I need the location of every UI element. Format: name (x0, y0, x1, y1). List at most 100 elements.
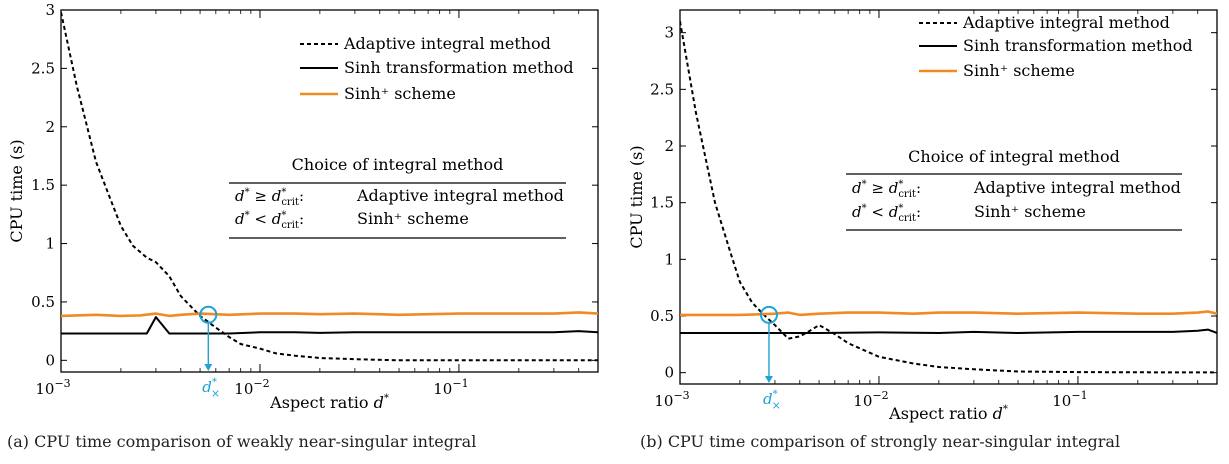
panel-b-series-1-line (680, 328, 1217, 334)
panel-b-crossover-label-sub: × (772, 399, 781, 412)
panel-b-legend-label-0: Adaptive integral method (962, 13, 1170, 32)
panel-b-table-cond-var: d (852, 203, 862, 221)
panel-a-legend-label-2: Sinh⁺ scheme (344, 84, 456, 103)
panel-b-y-tick-label: 1.5 (650, 194, 674, 212)
panel-a-x-tick-base: 10 (35, 380, 54, 398)
panel-a-x-tick-base: 10 (433, 380, 452, 398)
panel-a-table-row-1-condition: d* < d* crit: (235, 210, 304, 231)
panel-a-table-cond-sup: * (245, 210, 250, 221)
panel-a-table-cond-rhs: d (272, 210, 282, 228)
panel-b-plot-frame (679, 9, 1218, 385)
panel-a-table-row-0-condition: d* ≥ d* crit: (235, 187, 304, 208)
panel-a-table-cond-rhs-sub: crit (281, 197, 299, 208)
panel-b-y-axis-label: CPU time (s) (627, 145, 646, 248)
panel-a-table-row-1-method: Sinh⁺ scheme (357, 209, 469, 228)
panel-b-x-axis-label-main: Aspect ratio (888, 404, 992, 423)
panel-a-legend-label-1: Sinh transformation method (344, 58, 574, 77)
panel-b-x-tick-exponent: −2 (872, 389, 888, 402)
panel-b-table-cond-op: ≥ (867, 179, 889, 197)
panel-a-x-axis-label-sup: * (384, 393, 389, 404)
panel-a-series-0-line (61, 12, 598, 362)
panel-a-crossover-label: d* × (202, 377, 220, 400)
panel-b-x-tick-base: 10 (1052, 392, 1071, 410)
panel-a-plot-frame (60, 9, 599, 373)
panel-a-crossover-label-var: d (202, 378, 212, 396)
panel-a-x-axis-label-var: d (374, 393, 384, 412)
panel-b-x-axis-label: Aspect ratio d* (888, 404, 1008, 423)
panel-b-table-cond-rhs: d (889, 179, 899, 197)
panel-a-series-1-line (61, 316, 598, 335)
panel-b-table-row-1-condition: d* < d* crit: (852, 203, 921, 224)
panel-b-table-title: Choice of integral method (908, 147, 1120, 166)
panel-b-table-cond-rhs-sub: crit (898, 213, 916, 224)
panel-a-table-cond-sup: * (245, 187, 250, 198)
panel-b-x-axis-label-sup: * (1003, 404, 1008, 415)
panel-b-table-cond-var: d (852, 179, 862, 197)
panel-a-y-tick-label: 2 (45, 118, 55, 136)
caption-a: (a) CPU time comparison of weakly near-s… (7, 432, 477, 451)
panel-b-legend-label-2: Sinh⁺ scheme (963, 61, 1075, 80)
caption-b: (b) CPU time comparison of strongly near… (640, 432, 1121, 451)
panel-b-x-tick-base: 10 (853, 392, 872, 410)
panel-a-table-cond-op: < (250, 210, 272, 228)
panel-b-table-cond-sup: * (862, 203, 867, 214)
panel-a-table-title: Choice of integral method (292, 155, 504, 174)
panel-a-x-tick-label: 10−2 (234, 377, 269, 398)
panel-b-table-cond-op: < (867, 203, 889, 221)
panel-a-table-cond-var: d (235, 187, 245, 205)
panel-b-table-cond-rhs: d (889, 203, 899, 221)
panel-b-crossover-arrowhead (764, 376, 773, 383)
panel-b-table-cond-colon: : (916, 203, 921, 221)
panel-a-y-tick-label: 0.5 (31, 293, 55, 311)
panel-a-y-tick-label: 2.5 (31, 59, 55, 77)
panel-a-y-tick-label: 1.5 (31, 176, 55, 194)
panel-b-table-row-0-condition: d* ≥ d* crit: (852, 179, 921, 200)
panel-a-legend-label-0: Adaptive integral method (343, 34, 551, 53)
panel-b-crossover-label-var: d (763, 390, 773, 408)
panel-b-y-tick-label: 2.5 (650, 80, 674, 98)
panel-b-table-cond-rhs-sub: crit (898, 189, 916, 200)
panel-b-series-0-line (680, 21, 1217, 374)
panel-a-x-axis-label: Aspect ratio d* (269, 393, 389, 412)
panel-b-table-cond-colon: : (916, 179, 921, 197)
panel-b-y-tick-label: 2 (664, 137, 674, 155)
panel-a-series-2-line (61, 311, 598, 318)
panel-b-x-tick-label: 10−1 (1052, 389, 1087, 410)
panel-a-y-tick-label: 0 (45, 351, 55, 369)
panel-b-x-axis-label-var: d (993, 404, 1003, 423)
panel-b-table-row-0-method: Adaptive integral method (973, 178, 1181, 197)
panel-b-table-cond-rhs-sup: * (898, 179, 903, 190)
panel-a-x-tick-exponent: −1 (452, 377, 468, 390)
panel-b-y-tick-label: 0.5 (650, 307, 674, 325)
panel-a-crossover-label-sup: * (212, 377, 217, 388)
panel-b-y-tick-label: 1 (664, 250, 674, 268)
panel-b-table-cond-rhs-sup: * (898, 203, 903, 214)
panel-a-table-cond-colon: : (299, 210, 304, 228)
panel-b-x-tick-base: 10 (654, 392, 673, 410)
panel-b-y-tick-label: 0 (664, 364, 674, 382)
panel-a-table-cond-colon: : (299, 187, 304, 205)
panel-a-table-row-0-method: Adaptive integral method (356, 186, 564, 205)
panel-a-table-cond-op: ≥ (250, 187, 272, 205)
panel-a-crossover-arrowhead (204, 364, 213, 371)
panel-a-y-tick-label: 3 (45, 1, 55, 19)
panel-a-y-tick-label: 1 (45, 235, 55, 253)
panel-a-x-tick-base: 10 (234, 380, 253, 398)
panel-a-x-axis-label-main: Aspect ratio (269, 393, 373, 412)
panel-b-x-tick-label: 10−2 (853, 389, 888, 410)
panel-b-y-tick-label: 3 (664, 24, 674, 42)
panel-a-x-tick-label: 10−3 (35, 377, 70, 398)
panel-a-table-cond-rhs-sup: * (281, 210, 286, 221)
panel-a-table-cond-rhs-sub: crit (281, 220, 299, 231)
panel-a-x-tick-exponent: −3 (54, 377, 70, 390)
panel-a-y-axis-label: CPU time (s) (7, 139, 26, 242)
panel-a-table-cond-rhs-sup: * (281, 187, 286, 198)
panel-b-x-tick-label: 10−3 (654, 389, 689, 410)
panel-a-x-tick-label: 10−1 (433, 377, 468, 398)
panel-a-table-cond-var: d (235, 210, 245, 228)
panel-b-crossover-label-sup: * (773, 389, 778, 400)
panel-b-x-tick-exponent: −1 (1071, 389, 1087, 402)
